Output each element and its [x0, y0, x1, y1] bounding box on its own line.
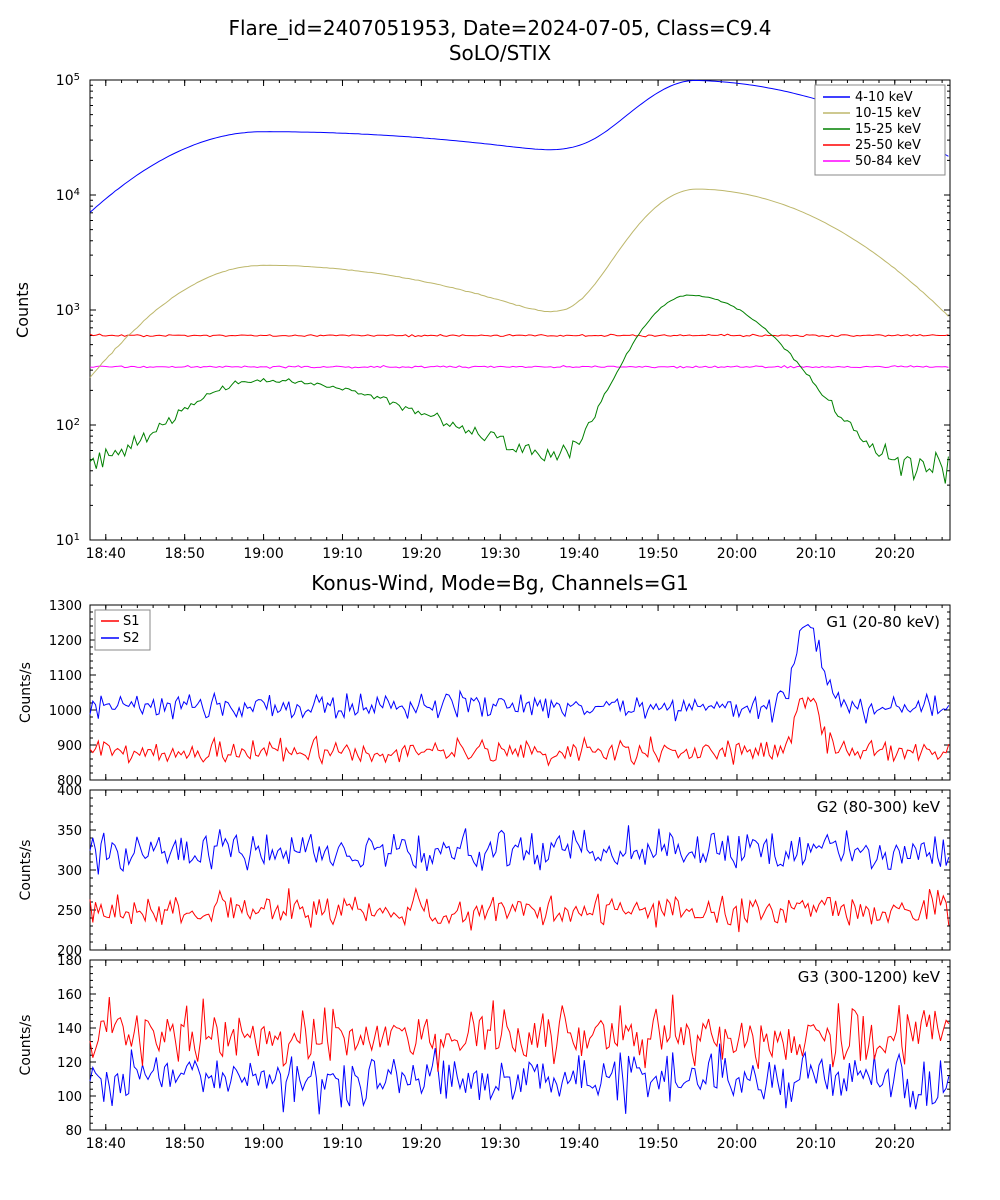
- konus-xtick: 19:30: [480, 1136, 520, 1152]
- konus-xtick: 20:10: [796, 1136, 836, 1152]
- konus-ytick: 900: [57, 739, 82, 754]
- konus-s1: [90, 888, 949, 932]
- konus-xtick: 20:20: [875, 1136, 915, 1152]
- konus-s1: [90, 995, 949, 1072]
- konus-title: Konus-Wind, Mode=Bg, Channels=G1: [311, 571, 688, 595]
- konus-ytick: 350: [57, 824, 82, 839]
- figure-svg: Flare_id=2407051953, Date=2024-07-05, Cl…: [0, 0, 1000, 1200]
- series-10-15: [90, 189, 948, 377]
- konus-xtick: 19:40: [559, 1136, 599, 1152]
- konus-ytick: 300: [57, 864, 82, 879]
- konus-ytick: 400: [57, 784, 82, 799]
- konus-panel-label: G3 (300-1200) keV: [798, 968, 941, 986]
- legend-label: 4-10 keV: [855, 90, 913, 105]
- top-ytick: 105: [56, 72, 80, 90]
- top-xtick: 20:10: [796, 546, 836, 562]
- konus-ytick: 160: [57, 988, 82, 1003]
- series-15-25: [90, 295, 948, 484]
- top-ytick: 103: [56, 302, 80, 320]
- top-ytick: 104: [56, 187, 80, 205]
- konus-ytick: 80: [65, 1124, 82, 1139]
- konus-s2: [90, 625, 949, 724]
- konus-ytick: 100: [57, 1090, 82, 1105]
- konus-ytick: 180: [57, 954, 82, 969]
- konus-ytick: 250: [57, 904, 82, 919]
- konus-legend-label: S2: [123, 631, 140, 646]
- konus-ytick: 140: [57, 1022, 82, 1037]
- konus-panel-frame: [90, 605, 950, 780]
- konus-xtick: 19:10: [322, 1136, 362, 1152]
- main-title-line2: SoLO/STIX: [449, 41, 552, 65]
- top-xtick: 19:20: [401, 546, 441, 562]
- konus-panel-label: G1 (20-80 keV): [826, 613, 940, 631]
- konus-s1: [90, 697, 949, 765]
- konus-xtick: 19:50: [638, 1136, 678, 1152]
- series-25-50: [90, 334, 948, 337]
- konus-ylabel: Counts/s: [18, 1015, 34, 1076]
- legend-label: 25-50 keV: [855, 138, 921, 153]
- konus-xtick: 20:00: [717, 1136, 757, 1152]
- konus-s2: [90, 1044, 949, 1115]
- top-xtick: 18:50: [164, 546, 204, 562]
- legend-label: 10-15 keV: [855, 106, 921, 121]
- konus-xtick: 18:40: [86, 1136, 126, 1152]
- konus-ytick: 120: [57, 1056, 82, 1071]
- konus-xtick: 19:20: [401, 1136, 441, 1152]
- konus-xtick: 19:00: [243, 1136, 283, 1152]
- konus-panel-label: G2 (80-300) keV: [817, 798, 941, 816]
- top-ytick: 102: [56, 417, 80, 435]
- top-xtick: 19:30: [480, 546, 520, 562]
- konus-ylabel: Counts/s: [18, 840, 34, 901]
- legend-label: 15-25 keV: [855, 122, 921, 137]
- top-xtick: 19:00: [243, 546, 283, 562]
- konus-ytick: 1100: [49, 669, 82, 684]
- konus-legend-label: S1: [123, 614, 140, 629]
- figure-container: Flare_id=2407051953, Date=2024-07-05, Cl…: [0, 0, 1000, 1200]
- konus-xtick: 18:50: [164, 1136, 204, 1152]
- konus-ytick: 1200: [49, 634, 82, 649]
- top-xtick: 19:50: [638, 546, 678, 562]
- top-ylabel: Counts: [13, 282, 32, 338]
- series-50-84: [90, 366, 948, 369]
- top-xtick: 18:40: [86, 546, 126, 562]
- konus-ytick: 1000: [49, 704, 82, 719]
- top-xtick: 19:40: [559, 546, 599, 562]
- top-xtick: 20:20: [875, 546, 915, 562]
- main-title-line1: Flare_id=2407051953, Date=2024-07-05, Cl…: [228, 16, 771, 40]
- top-xtick: 19:10: [322, 546, 362, 562]
- top-ytick: 101: [56, 532, 80, 550]
- legend-label: 50-84 keV: [855, 154, 921, 169]
- konus-s2: [90, 825, 949, 874]
- top-xtick: 20:00: [717, 546, 757, 562]
- konus-ytick: 1300: [49, 599, 82, 614]
- konus-ylabel: Counts/s: [18, 662, 34, 723]
